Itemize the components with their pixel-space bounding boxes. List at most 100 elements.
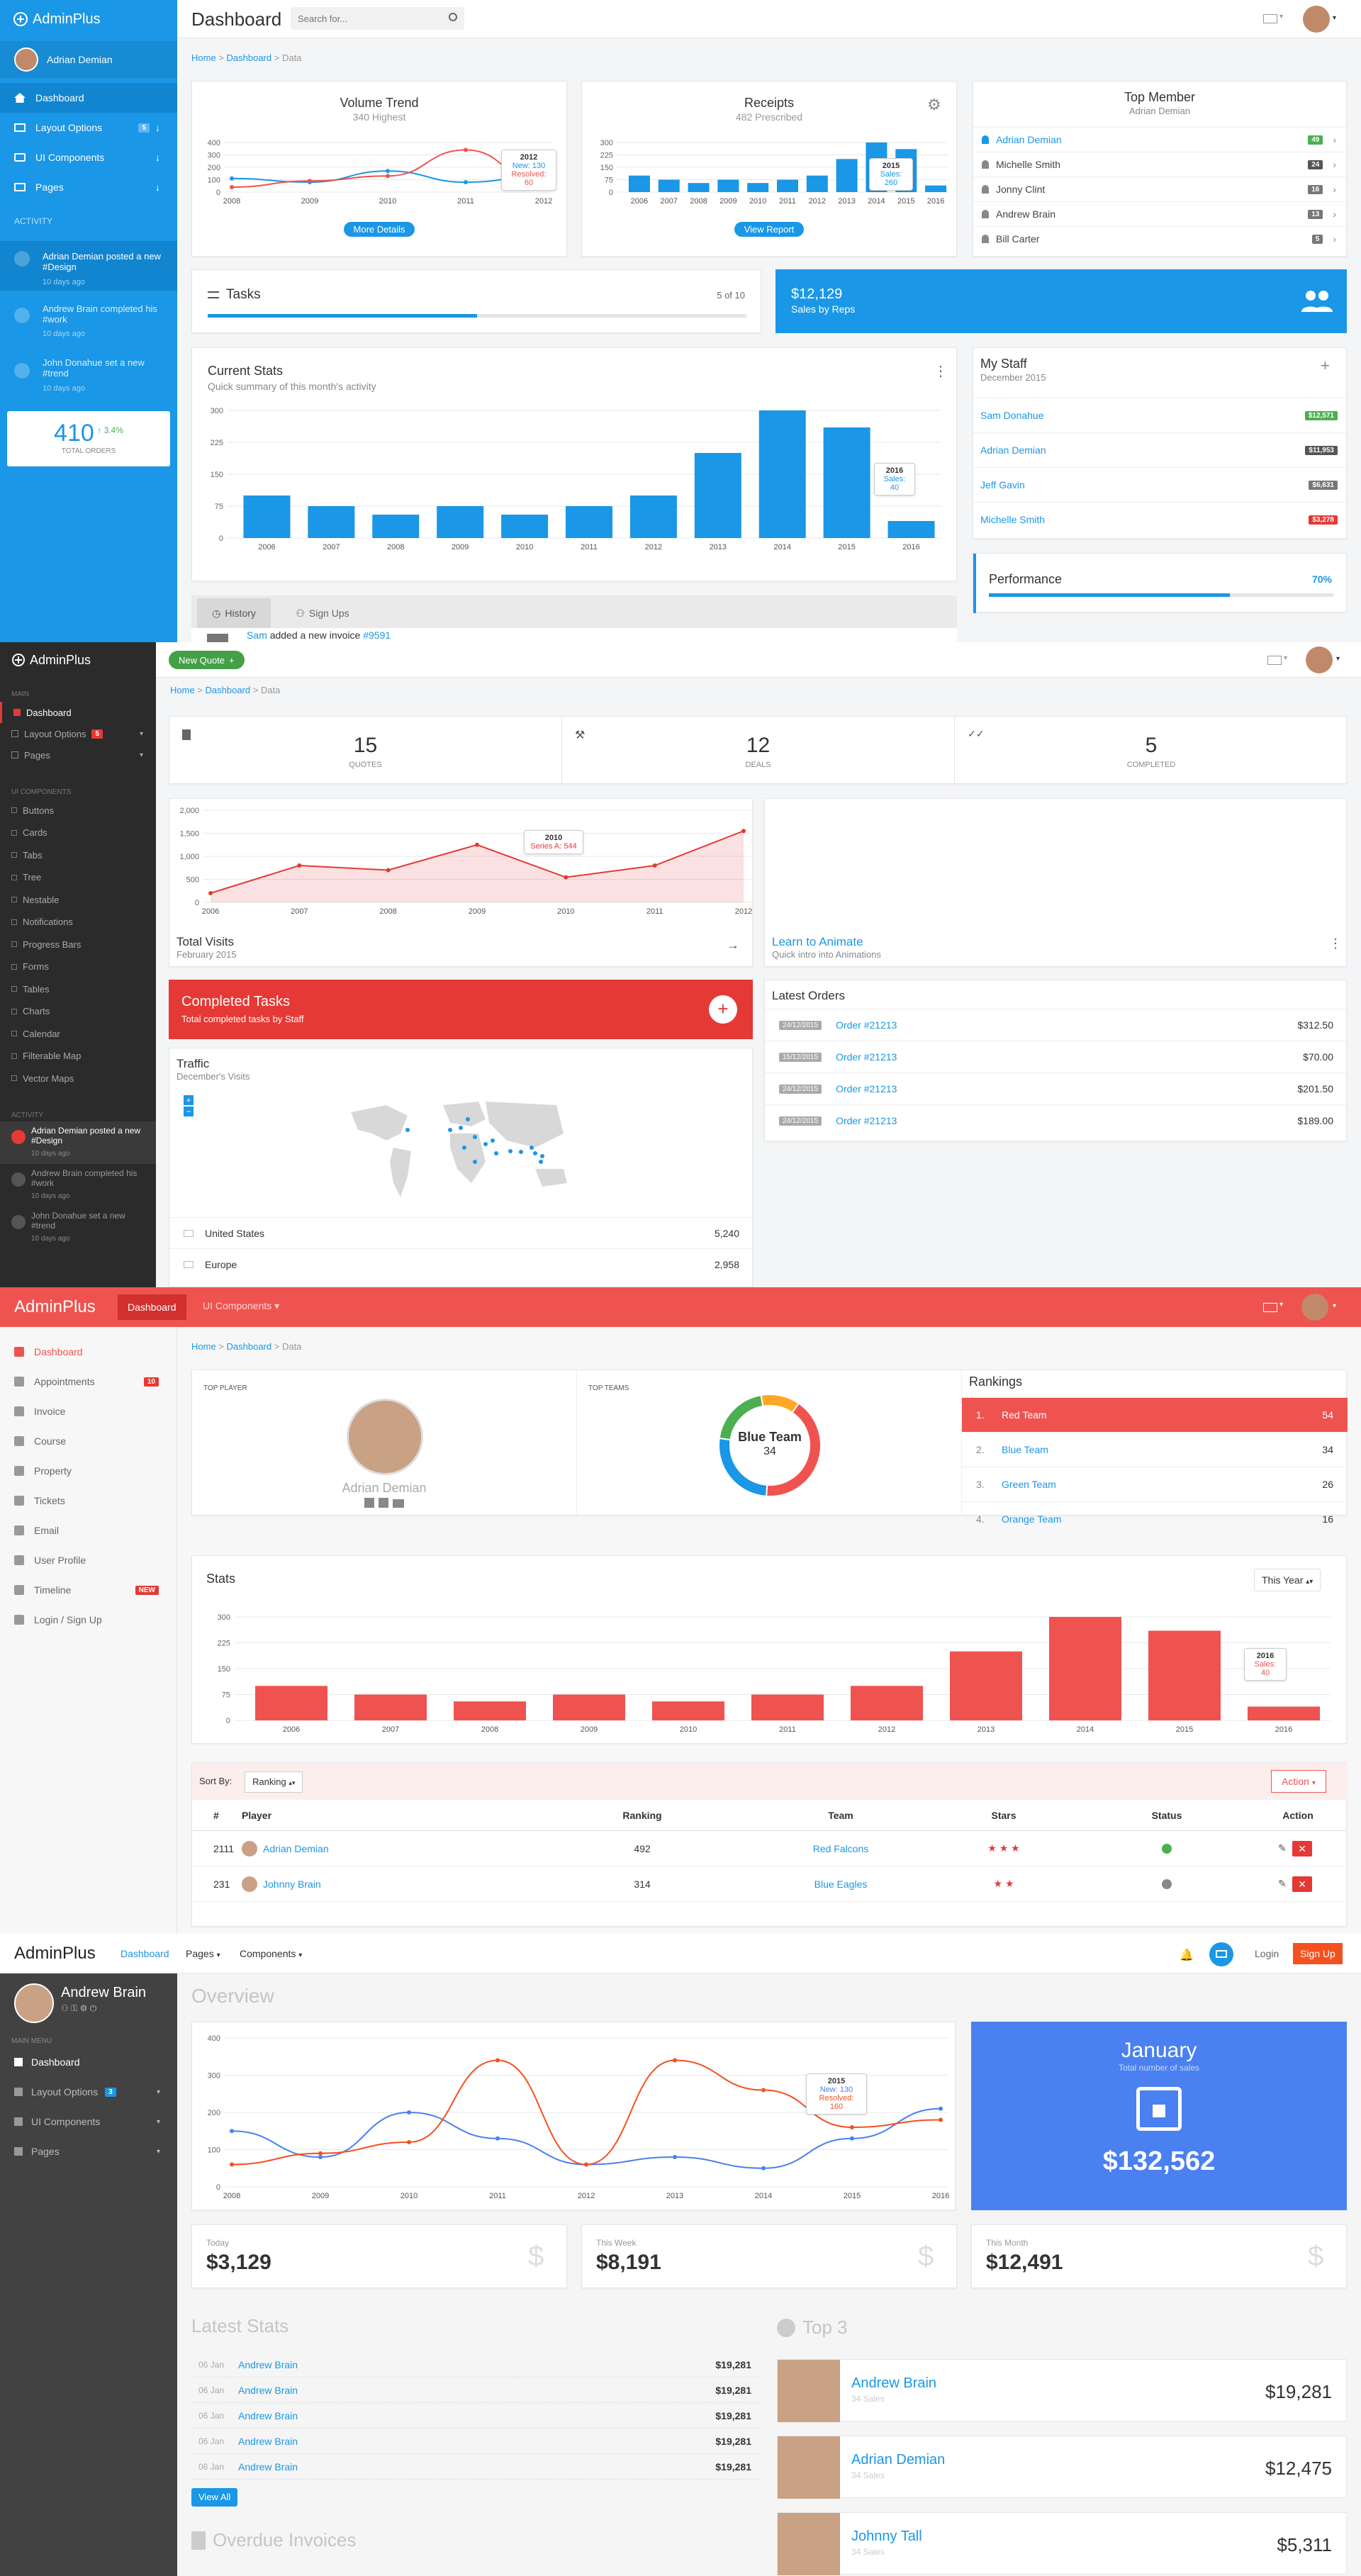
nav-item[interactable]: Charts bbox=[0, 1001, 156, 1022]
nav-item[interactable]: User Profile bbox=[0, 1545, 177, 1575]
nav-item[interactable]: Vector Maps bbox=[0, 1068, 156, 1089]
nav-layout-options[interactable]: Layout Options 5 ↓ bbox=[0, 113, 177, 142]
more-vertical-icon[interactable]: ⋮ bbox=[1329, 936, 1342, 951]
view-all-button[interactable]: View All bbox=[191, 2488, 238, 2507]
nav-item[interactable]: Cards bbox=[0, 822, 156, 844]
edit-icon[interactable]: ✎ bbox=[1278, 1878, 1287, 1889]
avatar[interactable] bbox=[1303, 6, 1330, 33]
arrow-right-icon[interactable]: → bbox=[727, 938, 739, 952]
nav-item[interactable]: Tickets bbox=[0, 1486, 177, 1516]
player-team[interactable]: Blue Eagles bbox=[814, 1878, 868, 1890]
zoom-out-button[interactable]: − bbox=[184, 1107, 194, 1116]
member-row[interactable]: Bill Carter 5 › bbox=[973, 226, 1346, 251]
staff-row[interactable]: Adrian Demian $11,953 bbox=[973, 432, 1346, 467]
ranking-row[interactable]: 2. Blue Team 34 bbox=[962, 1432, 1348, 1467]
nav-dashboard[interactable]: Dashboard bbox=[118, 1294, 186, 1320]
delete-icon[interactable]: ✕ bbox=[1292, 1840, 1312, 1857]
mail-icon[interactable] bbox=[1263, 14, 1277, 23]
sort-select[interactable]: Ranking ▴▾ bbox=[245, 1771, 303, 1793]
nav-item[interactable]: Calendar bbox=[0, 1023, 156, 1044]
more-details-button[interactable]: More Details bbox=[343, 222, 415, 237]
stat-row[interactable]: 06 Jan Andrew Brain $19,281 bbox=[191, 2378, 758, 2403]
more-vertical-icon[interactable]: ⋮ bbox=[934, 364, 948, 379]
stat-row[interactable]: 06 Jan Andrew Brain $19,281 bbox=[191, 2454, 758, 2480]
order-id[interactable]: Order #21213 bbox=[836, 1115, 897, 1126]
nav-dashboard[interactable]: Dashboard bbox=[0, 702, 156, 723]
signup-button[interactable]: Sign Up bbox=[1293, 1943, 1343, 1964]
breadcrumb-dashboard[interactable]: Dashboard bbox=[226, 1341, 272, 1352]
stat-name[interactable]: Andrew Brain bbox=[238, 2384, 298, 2396]
mail-button[interactable] bbox=[1209, 1942, 1233, 1966]
search-input[interactable] bbox=[291, 7, 432, 30]
breadcrumb-dashboard[interactable]: Dashboard bbox=[205, 685, 251, 695]
player-name[interactable]: Adrian Demian bbox=[263, 1842, 329, 1854]
brand[interactable]: AdminPlus bbox=[0, 0, 177, 38]
avatar[interactable] bbox=[1301, 1294, 1328, 1321]
delete-icon[interactable]: ✕ bbox=[1292, 1876, 1312, 1892]
gear-icon[interactable]: ⚙ bbox=[927, 96, 941, 113]
breadcrumb-dashboard[interactable]: Dashboard bbox=[226, 52, 272, 63]
nav-item[interactable]: Dashboard bbox=[0, 1337, 177, 1367]
view-report-button[interactable]: View Report bbox=[734, 222, 805, 237]
caret-down-icon[interactable]: ▾ bbox=[1279, 1301, 1284, 1309]
avatar[interactable] bbox=[1306, 646, 1333, 673]
stat-row[interactable]: 06 Jan Andrew Brain $19,281 bbox=[191, 2352, 758, 2378]
nav-item[interactable]: Forms bbox=[0, 956, 156, 978]
member-row[interactable]: Jonny Clint 16 › bbox=[973, 177, 1346, 201]
ranking-row[interactable]: 1. Red Team 54 bbox=[962, 1397, 1348, 1432]
top3-name[interactable]: Adrian Demian bbox=[851, 2452, 946, 2468]
member-row[interactable]: Michelle Smith 24 › bbox=[973, 152, 1346, 177]
user-icon[interactable] bbox=[364, 1498, 374, 1508]
plus-icon[interactable]: + bbox=[1321, 357, 1330, 374]
year-filter-select[interactable]: This Year ▴▾ bbox=[1254, 1569, 1321, 1591]
nav-layout-options[interactable]: Layout Options 5 ▾ bbox=[0, 723, 156, 744]
nav-item[interactable]: Timeline NEW bbox=[0, 1575, 177, 1605]
edit-icon[interactable]: ✎ bbox=[1278, 1842, 1287, 1854]
nav-dashboard[interactable]: Dashboard bbox=[0, 83, 177, 113]
player-name[interactable]: Johnny Brain bbox=[263, 1878, 321, 1890]
mail-icon[interactable] bbox=[393, 1499, 404, 1508]
login-link[interactable]: Login bbox=[1255, 1948, 1279, 1959]
ranking-row[interactable]: 4. Orange Team 16 bbox=[962, 1501, 1348, 1536]
nav-item[interactable]: Dashboard bbox=[0, 2047, 177, 2077]
add-task-button[interactable]: + bbox=[709, 995, 737, 1024]
caret-down-icon[interactable]: ▾ bbox=[1279, 13, 1284, 21]
stat-name[interactable]: Andrew Brain bbox=[238, 2460, 298, 2473]
gear-icon[interactable]: ⚙ bbox=[79, 2003, 88, 2013]
nav-item[interactable]: Tabs bbox=[0, 844, 156, 866]
activity-item[interactable]: Adrian Demian posted a new #Design 10 da… bbox=[0, 241, 177, 291]
nav-item[interactable]: Login / Sign Up bbox=[0, 1605, 177, 1635]
caret-down-icon[interactable]: ▾ bbox=[1284, 654, 1288, 662]
activity-item[interactable]: Andrew Brain completed his #work 10 days… bbox=[0, 298, 177, 347]
nav-item[interactable]: Notifications bbox=[0, 912, 156, 933]
brand[interactable]: AdminPlus bbox=[0, 642, 156, 678]
mail-icon[interactable] bbox=[1263, 1303, 1277, 1312]
nav-item[interactable]: Course bbox=[0, 1426, 177, 1456]
brand-name[interactable]: AdminPlus bbox=[14, 1297, 96, 1316]
nav-dashboard[interactable]: Dashboard bbox=[121, 1948, 169, 1959]
nav-ui-components[interactable]: UI Components ▾ bbox=[203, 1300, 279, 1312]
order-row[interactable]: 24/12/2015 Order #21213 $312.50 bbox=[765, 1009, 1346, 1041]
breadcrumb-home[interactable]: Home bbox=[170, 685, 195, 695]
top3-row[interactable]: Andrew Brain 34 Sales $19,281 bbox=[777, 2359, 1347, 2422]
action-button[interactable]: Action ▾ bbox=[1271, 1770, 1326, 1793]
activity-item[interactable]: Andrew Brain completed his #work 10 days … bbox=[0, 1164, 156, 1206]
tab-history[interactable]: ◷ History bbox=[197, 598, 271, 628]
nav-item[interactable]: Appointments 10 bbox=[0, 1367, 177, 1396]
staff-row[interactable]: Sam Donahue $12,571 bbox=[973, 398, 1346, 432]
entry-ref[interactable]: #9591 bbox=[363, 629, 391, 641]
chart-icon[interactable] bbox=[379, 1498, 388, 1508]
caret-down-icon[interactable]: ▾ bbox=[1333, 1302, 1337, 1310]
entry-user[interactable]: Sam bbox=[247, 629, 267, 641]
mail-icon[interactable] bbox=[1267, 656, 1282, 665]
table-row[interactable]: 2111 Adrian Demian 492 Red Falcons ★ ★ ★ ✎ ✕ bbox=[192, 1831, 1346, 1866]
nav-item[interactable]: Invoice bbox=[0, 1396, 177, 1426]
ranking-row[interactable]: 3. Green Team 26 bbox=[962, 1467, 1348, 1501]
new-quote-button[interactable]: New Quote + bbox=[169, 651, 245, 669]
activity-item[interactable]: Adrian Demian posted a new #Design 10 day… bbox=[0, 1121, 156, 1164]
nav-item[interactable]: Email bbox=[0, 1516, 177, 1545]
power-icon[interactable]: ⏻ bbox=[89, 2003, 97, 2013]
search-box[interactable] bbox=[291, 7, 464, 30]
breadcrumb-home[interactable]: Home bbox=[191, 1341, 216, 1352]
top3-name[interactable]: Andrew Brain bbox=[851, 2375, 937, 2391]
